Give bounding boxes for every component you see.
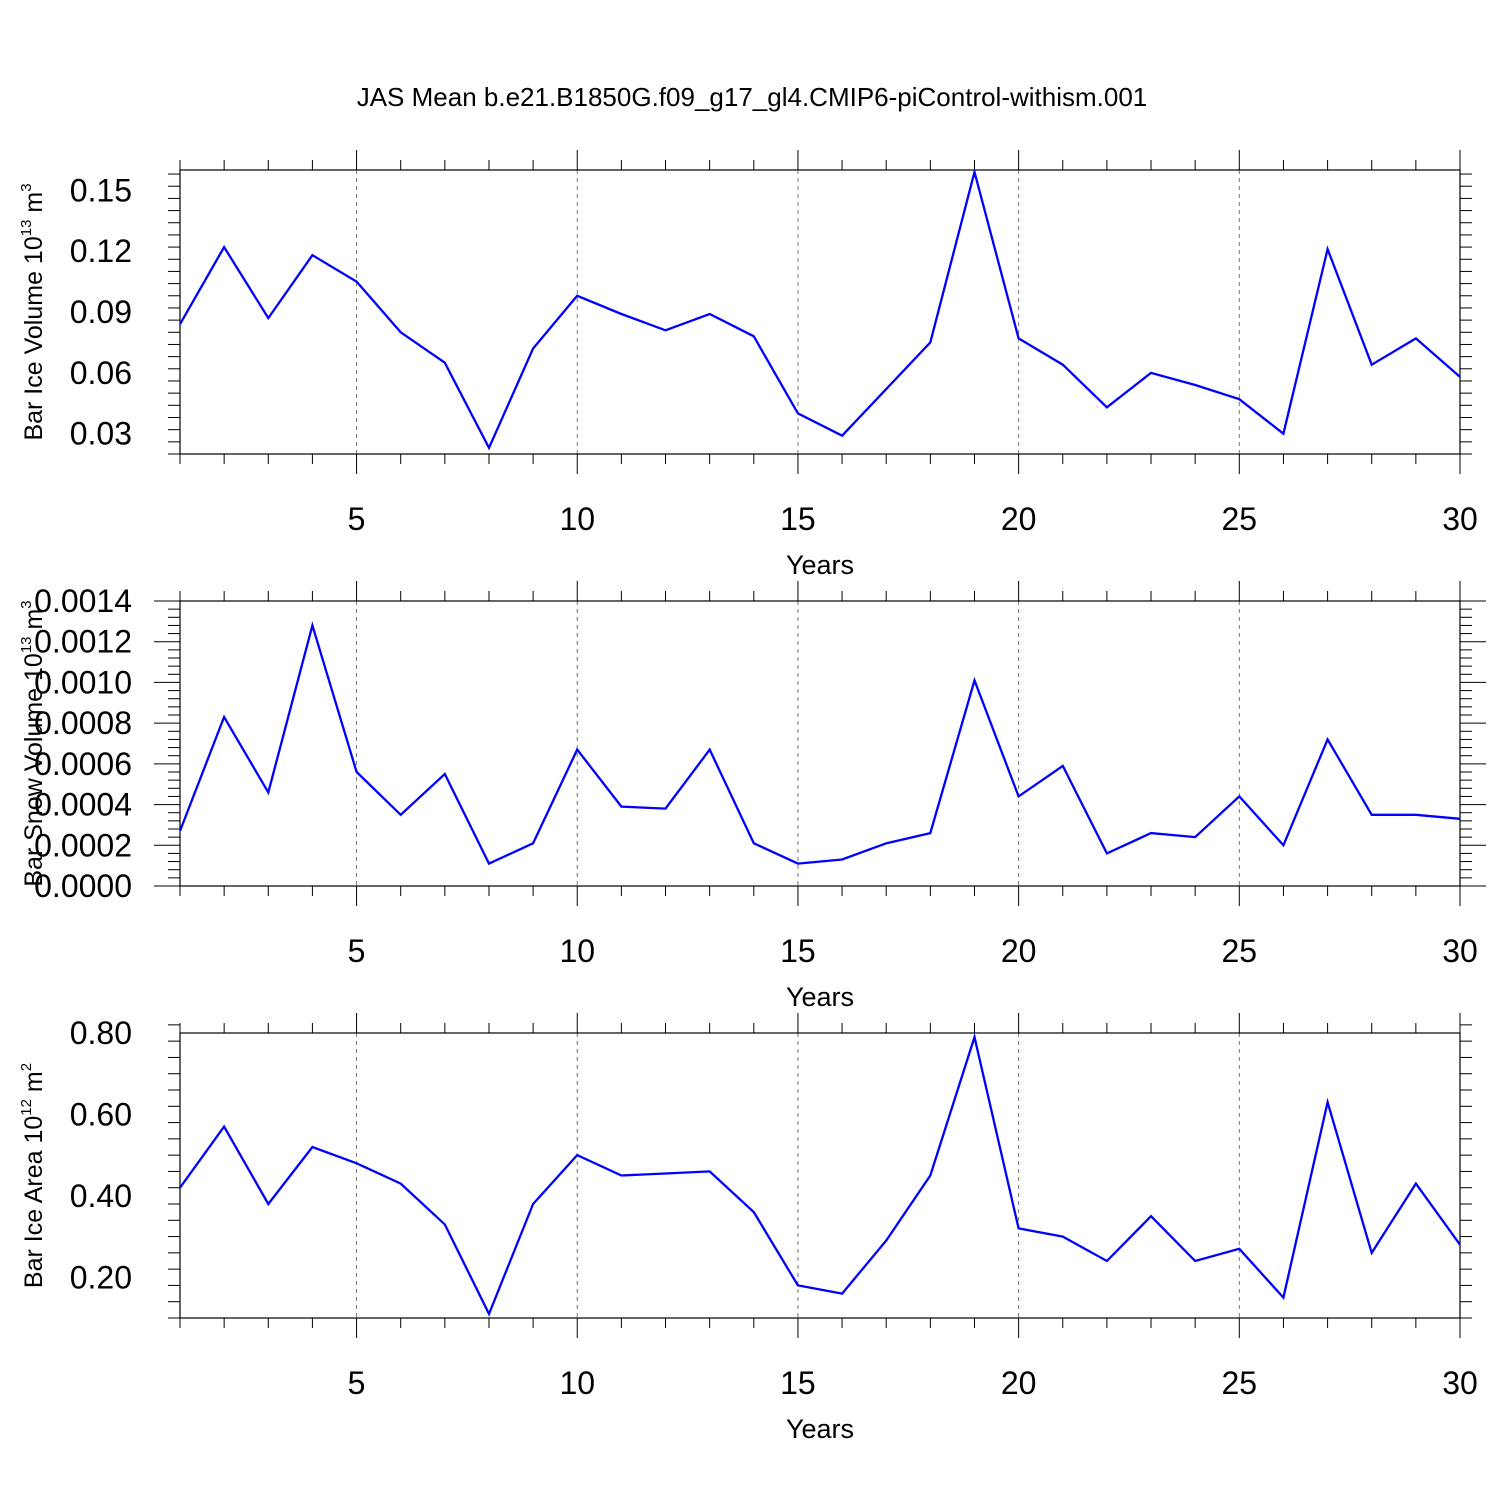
y-axis-label-unit: m (20, 192, 48, 220)
y-axis-label-prefix: Bar Ice Area 10 (20, 1116, 48, 1288)
data-series-line (180, 621, 1460, 866)
y-axis-label-unit-exp: 3 (18, 183, 35, 191)
x-tick-label: 20 (1001, 501, 1037, 537)
panel-1: 5 10 15 20 25 30 0.03 0.06 0.09 0.12 0.15 Years Bar … (18, 150, 1478, 580)
y-tick-label: 0.0004 (34, 787, 132, 823)
panel-2: 5 10 15 20 25 30 0.0000 0.0002 0.0004 0.0006 0.000… (18, 581, 1486, 1012)
y-tick-label: 0.12 (70, 233, 132, 269)
plot-frame (179, 169, 1461, 455)
y-tick-label: 0.0008 (34, 705, 132, 741)
y-axis-label: Bar Snow Volume 1013 m3 (18, 600, 48, 886)
x-axis-label: Years (786, 550, 854, 580)
plot-frame (179, 1032, 1461, 1319)
x-tick-label: 5 (348, 501, 366, 537)
panel-3: 5 10 15 20 25 30 0.20 0.40 0.60 0.80 Years Bar Ice … (18, 1013, 1478, 1444)
x-tick-label: 25 (1222, 1365, 1258, 1401)
y-axis-label: Bar Ice Area 1012 m2 (18, 1063, 48, 1288)
x-tick-label: 25 (1222, 933, 1258, 969)
x-tick-label: 10 (559, 501, 595, 537)
y-axis-label-unit: m (20, 1071, 48, 1099)
x-axis-label: Years (786, 982, 854, 1012)
x-tick-label: 15 (780, 501, 816, 537)
y-tick-label: 0.06 (70, 355, 132, 391)
y-tick-label: 0.0000 (34, 868, 132, 904)
y-tick-label: 0.15 (70, 172, 132, 208)
y-tick-label: 0.80 (70, 1015, 132, 1051)
data-series-line (180, 169, 1460, 451)
x-axis-label: Years (786, 1414, 854, 1444)
y-tick-label: 0.0014 (34, 583, 132, 619)
y-tick-label: 0.20 (70, 1259, 132, 1295)
x-tick-label: 5 (348, 933, 366, 969)
y-tick-label: 0.40 (70, 1178, 132, 1214)
y-axis-label: Bar Ice Volume 1013 m3 (18, 183, 48, 440)
y-axis-label-prefix: Bar Snow Volume 10 (20, 653, 48, 886)
y-tick-label: 0.0006 (34, 746, 132, 782)
x-tick-label: 10 (559, 933, 595, 969)
figure-title: JAS Mean b.e21.B1850G.f09_g17_gl4.CMIP6-… (357, 82, 1148, 112)
x-tick-label: 5 (348, 1365, 366, 1401)
y-tick-label: 0.09 (70, 294, 132, 330)
x-tick-label: 20 (1001, 933, 1037, 969)
y-tick-label: 0.0010 (34, 664, 132, 700)
x-tick-label: 30 (1442, 1365, 1478, 1401)
x-tick-label: 30 (1442, 501, 1478, 537)
x-tick-label: 30 (1442, 933, 1478, 969)
y-axis-label-exp: 12 (18, 1099, 35, 1116)
data-series-line (180, 1032, 1460, 1317)
y-axis-label-exp: 13 (18, 220, 35, 237)
y-axis-label-unit: m (20, 609, 48, 637)
y-axis-label-exp: 13 (18, 636, 35, 653)
y-tick-label: 0.0002 (34, 827, 132, 863)
x-tick-label: 15 (780, 933, 816, 969)
y-axis-label-unit-exp: 2 (18, 1063, 35, 1071)
y-axis-label-prefix: Bar Ice Volume 10 (20, 236, 48, 440)
y-tick-label: 0.60 (70, 1096, 132, 1132)
y-tick-label: 0.0012 (34, 624, 132, 660)
plot-frame (179, 600, 1461, 887)
x-tick-label: 20 (1001, 1365, 1037, 1401)
y-axis-label-unit-exp: 3 (18, 600, 35, 608)
x-tick-label: 15 (780, 1365, 816, 1401)
x-tick-label: 10 (559, 1365, 595, 1401)
x-tick-label: 25 (1222, 501, 1258, 537)
y-tick-label: 0.03 (70, 416, 132, 452)
